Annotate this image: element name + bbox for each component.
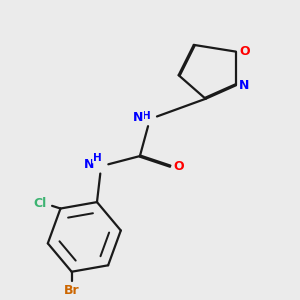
Text: Br: Br: [64, 284, 80, 297]
Text: N: N: [84, 158, 94, 171]
Text: H: H: [93, 153, 101, 163]
Text: N: N: [133, 111, 143, 124]
Text: Cl: Cl: [34, 197, 47, 210]
Text: N: N: [239, 79, 250, 92]
Text: H: H: [142, 111, 150, 121]
Text: O: O: [239, 45, 250, 58]
Text: O: O: [173, 160, 184, 173]
